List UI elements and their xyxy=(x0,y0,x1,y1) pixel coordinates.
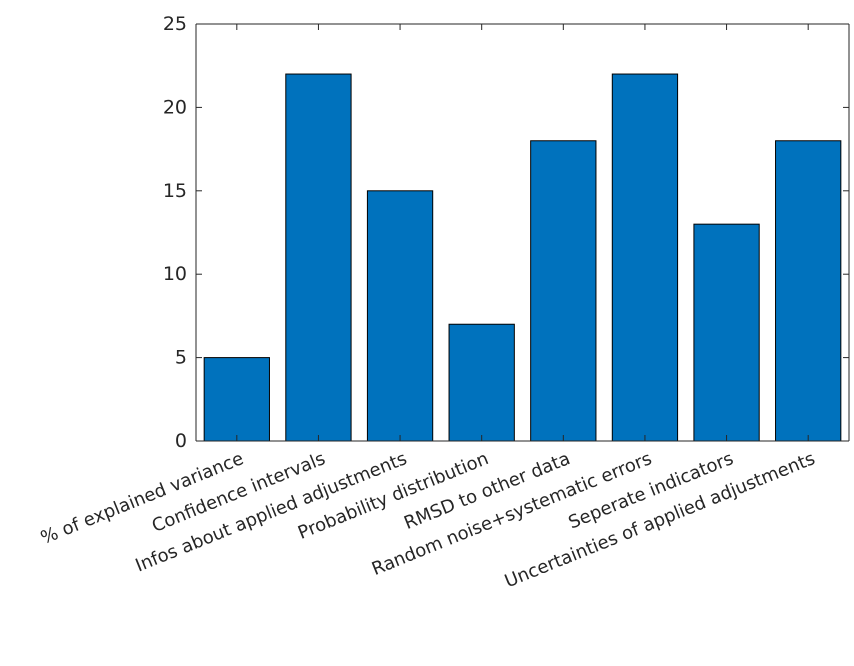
bar-6 xyxy=(611,73,679,442)
bar-3 xyxy=(366,190,434,442)
y-tick-label-10: 10 xyxy=(163,263,187,285)
bar-1 xyxy=(203,357,270,442)
y-tick-label-0: 0 xyxy=(175,430,187,452)
bar-2 xyxy=(285,73,352,442)
y-ticks-group: 0 5 10 15 20 25 xyxy=(163,13,849,452)
y-tick-label-5: 5 xyxy=(175,347,187,369)
y-tick-label-15: 15 xyxy=(163,180,187,202)
y-tick-label-25: 25 xyxy=(163,13,187,35)
bars-group xyxy=(203,73,842,442)
bar-4 xyxy=(448,323,515,442)
bar-7 xyxy=(693,223,760,442)
y-tick-label-20: 20 xyxy=(163,96,187,118)
axes-group xyxy=(195,23,850,442)
bar-5 xyxy=(530,140,597,442)
bar-8 xyxy=(775,140,842,442)
